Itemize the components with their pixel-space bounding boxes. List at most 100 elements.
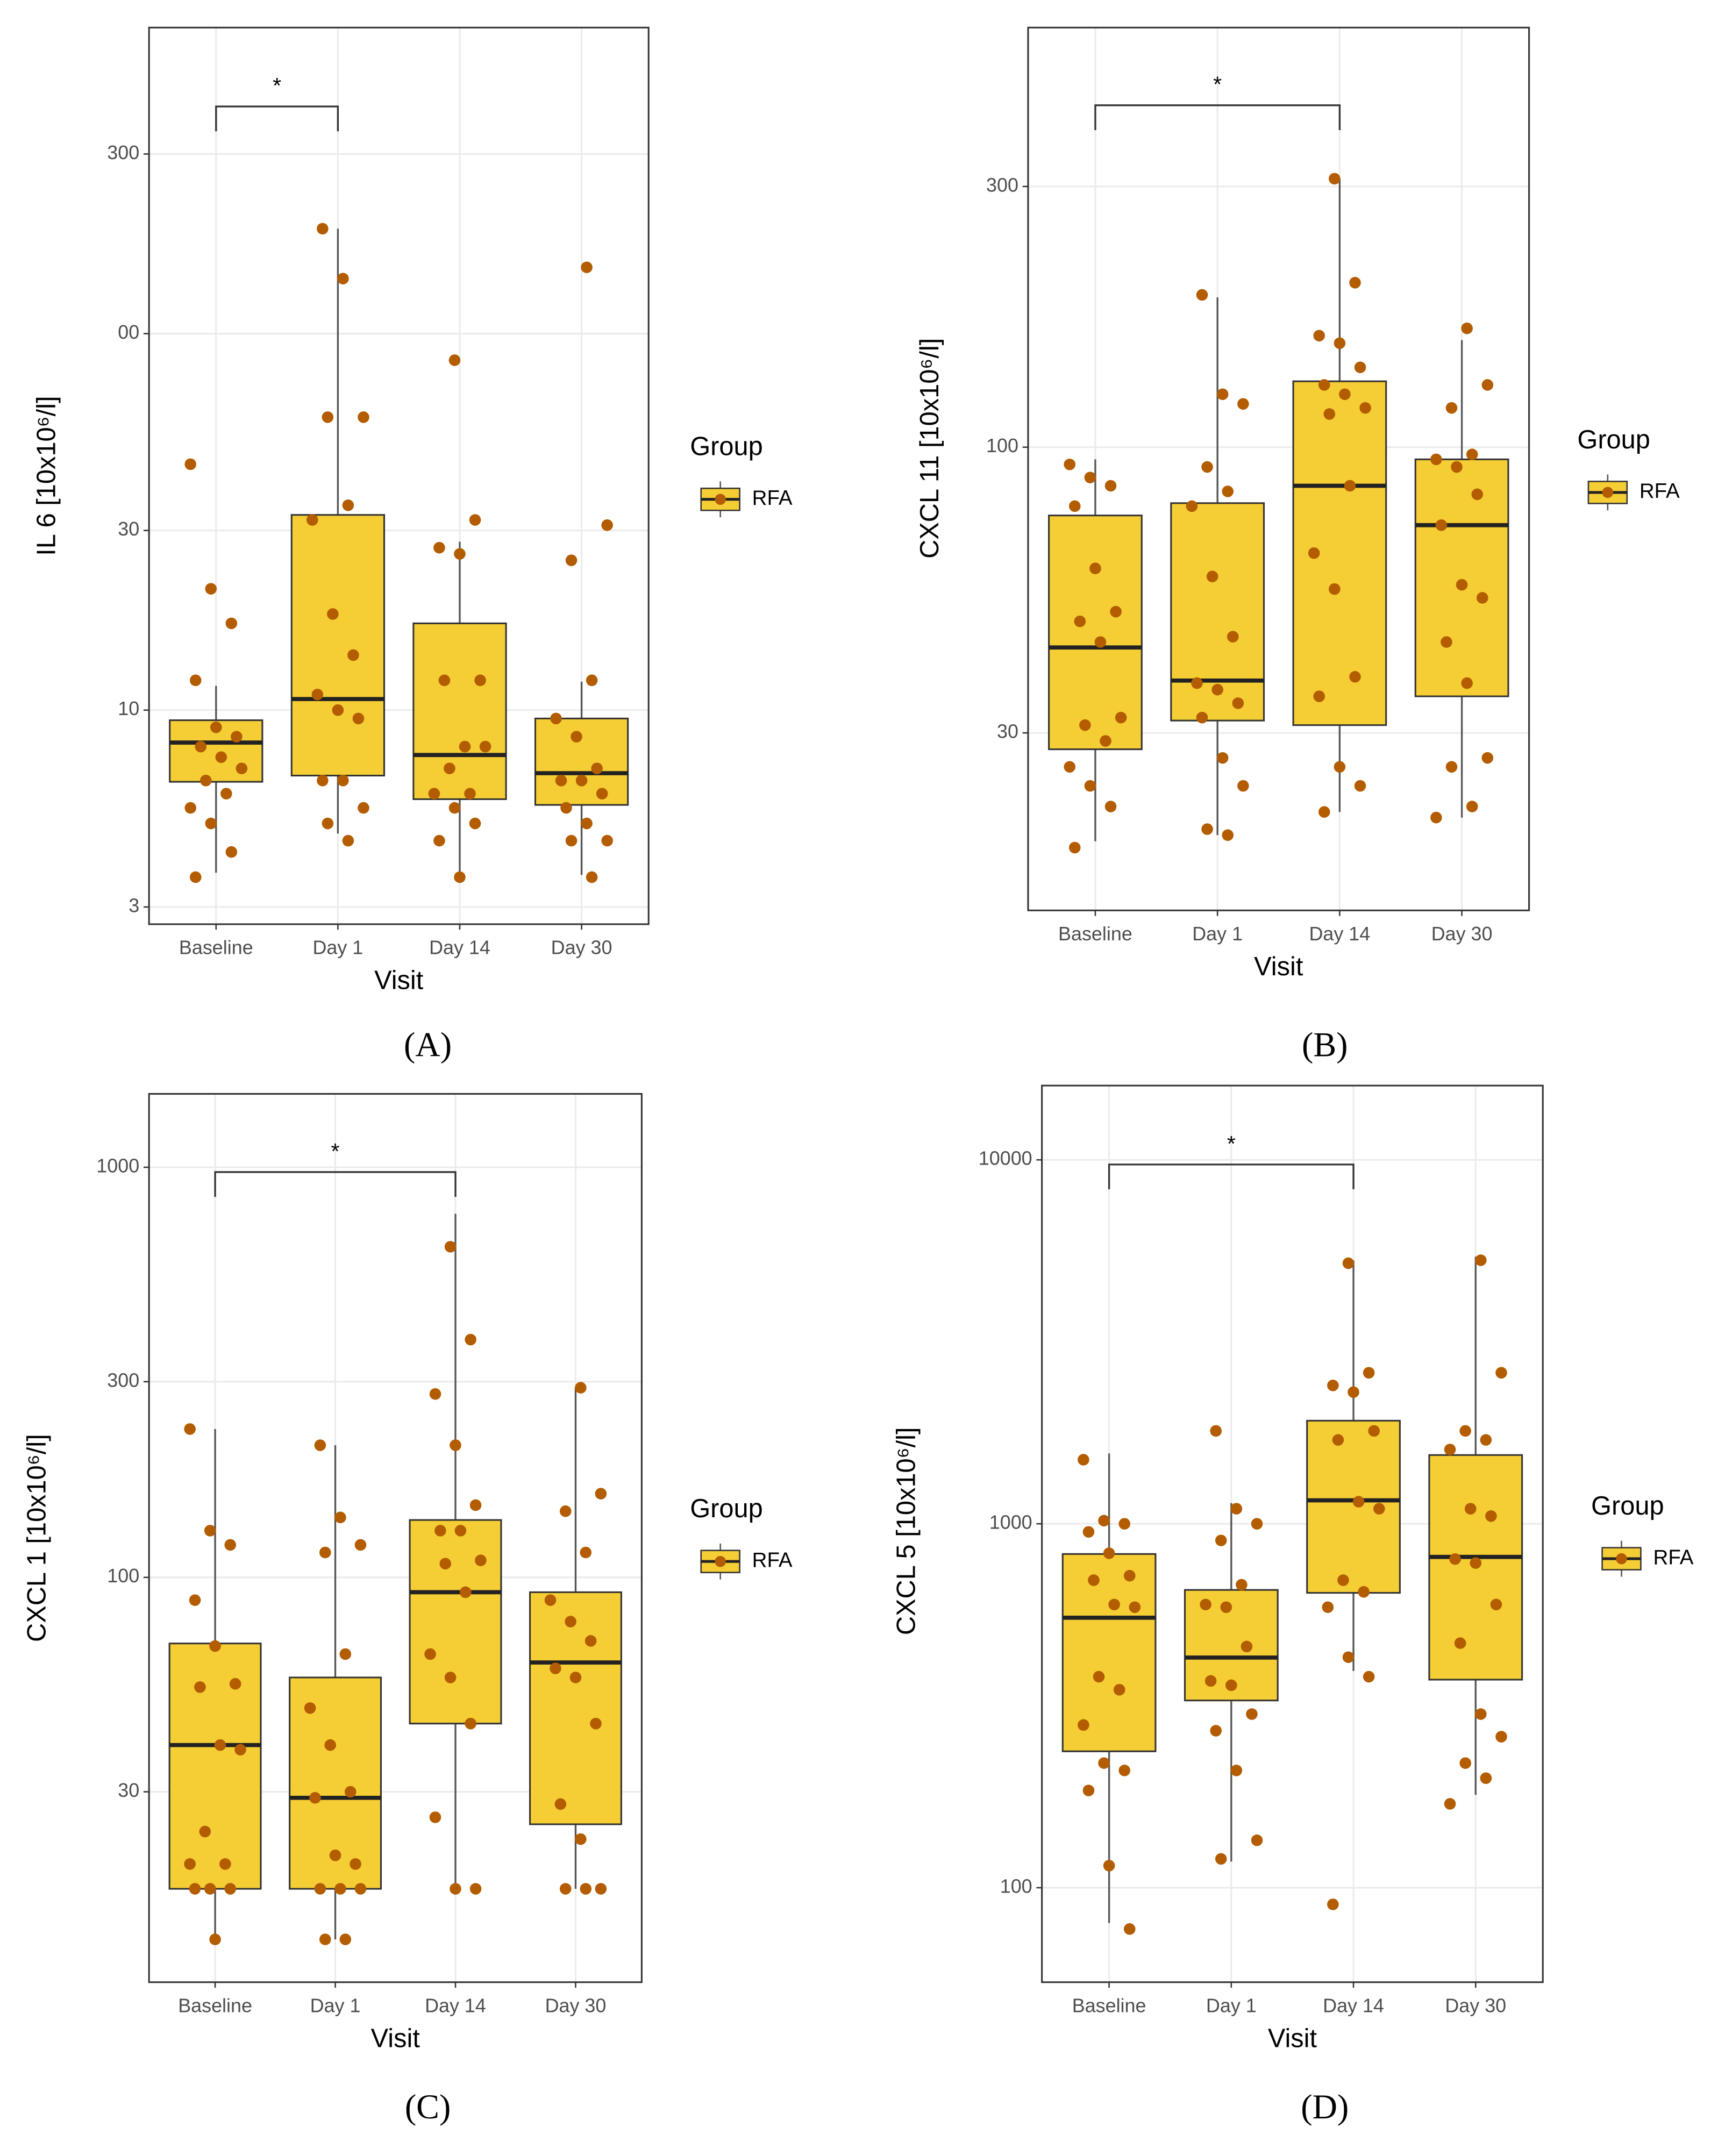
- box: [1061, 1553, 1157, 1752]
- panel: 3 10 30 00 300 Baseline Day 1 Day 14 Day 30 Group…: [32, 26, 793, 1064]
- data-point: [1318, 379, 1330, 391]
- data-point: [1354, 361, 1366, 374]
- data-point: [322, 817, 334, 830]
- data-point: [1078, 1454, 1089, 1466]
- data-point: [1334, 761, 1346, 773]
- data-point: [306, 514, 318, 526]
- data-point: [194, 1681, 206, 1693]
- data-point: [358, 802, 369, 814]
- x-tick-label: Day 14: [425, 1994, 486, 2016]
- data-point: [1204, 1675, 1217, 1687]
- panel: 100 1000 10000 Baseline Day 1 Day 14 Day 30 Gro…: [892, 1084, 1694, 2126]
- data-point: [1237, 780, 1249, 792]
- data-point: [1232, 697, 1244, 709]
- data-point: [1210, 1425, 1222, 1437]
- data-point: [1456, 579, 1468, 591]
- data-point: [1210, 1725, 1222, 1737]
- data-point: [1089, 562, 1101, 574]
- data-point: [424, 1648, 436, 1660]
- y-tick-label: 1000: [989, 1511, 1032, 1533]
- data-point: [601, 519, 613, 531]
- data-point: [434, 1525, 446, 1537]
- data-point: [1094, 636, 1107, 648]
- data-point: [358, 411, 369, 423]
- data-point: [569, 1672, 582, 1683]
- box: [409, 1519, 502, 1725]
- data-point: [450, 1439, 461, 1451]
- data-point: [580, 1546, 592, 1559]
- data-point: [224, 1539, 237, 1551]
- data-point: [1230, 1765, 1243, 1776]
- data-point: [337, 273, 349, 284]
- data-point: [1241, 1640, 1253, 1653]
- data-point: [454, 1525, 467, 1537]
- data-point: [1215, 1534, 1227, 1546]
- data-point: [1200, 1598, 1211, 1611]
- data-point: [354, 1883, 367, 1895]
- data-point: [224, 1883, 237, 1895]
- data-point: [428, 788, 440, 799]
- box: [1292, 380, 1387, 726]
- legend-key-point: [1602, 487, 1614, 498]
- plot-border: [1041, 1084, 1544, 1983]
- y-axis-label: CXCL 1 [10x10⁶/l]: [23, 1434, 52, 1642]
- panel-label: (B): [1302, 1026, 1348, 1064]
- data-point: [1113, 1683, 1125, 1696]
- plot-border: [148, 26, 650, 925]
- x-tick-label: Day 14: [429, 937, 490, 959]
- plot-border: [148, 1093, 643, 1983]
- data-point: [439, 1558, 452, 1570]
- data-point: [344, 1786, 357, 1798]
- data-point: [205, 817, 217, 830]
- y-tick-label: 300: [986, 174, 1018, 196]
- y-tick-label: 30: [997, 720, 1018, 743]
- data-point: [195, 740, 207, 753]
- data-point: [184, 458, 196, 470]
- box: [534, 717, 629, 806]
- data-point: [354, 1539, 367, 1551]
- data-point: [317, 774, 329, 787]
- data-point: [1088, 1574, 1100, 1586]
- data-point: [565, 554, 578, 566]
- data-point: [1430, 453, 1442, 466]
- x-tick-label: Baseline: [1058, 923, 1132, 945]
- data-point: [1464, 1503, 1477, 1515]
- data-point: [1098, 1515, 1110, 1527]
- data-point: [1313, 690, 1325, 702]
- data-point: [469, 514, 481, 526]
- y-tick-label: 300: [107, 141, 139, 163]
- data-point: [1445, 402, 1458, 414]
- data-point: [234, 1744, 246, 1756]
- data-point: [1323, 408, 1336, 420]
- x-tick-label: Day 14: [1323, 1994, 1384, 2016]
- y-tick-label: 30: [118, 518, 139, 540]
- data-point: [209, 1933, 221, 1945]
- data-point: [189, 871, 202, 883]
- data-point: [1449, 1553, 1461, 1565]
- significance-bracket: [214, 1171, 457, 1197]
- y-tick-label: 100: [986, 434, 1018, 456]
- data-point: [324, 1739, 336, 1751]
- data-point: [1363, 1367, 1375, 1379]
- x-tick-label: Day 1: [1192, 923, 1243, 945]
- data-point: [184, 1858, 196, 1870]
- data-point: [450, 1883, 461, 1895]
- data-point: [586, 674, 598, 687]
- significance-bracket: [1108, 1163, 1355, 1190]
- data-point: [469, 817, 481, 830]
- data-point: [1466, 448, 1478, 460]
- data-point: [220, 788, 232, 799]
- data-point: [1329, 173, 1341, 185]
- data-point: [309, 1792, 321, 1804]
- data-point: [199, 774, 212, 787]
- legend-label: RFA: [752, 487, 793, 510]
- data-point: [1430, 811, 1442, 824]
- data-point: [329, 1849, 341, 1861]
- significance-bracket: [1094, 104, 1341, 130]
- data-point: [314, 1439, 326, 1451]
- data-point: [444, 1241, 457, 1253]
- data-point: [1435, 519, 1448, 531]
- data-point: [554, 1798, 567, 1810]
- data-point: [1454, 1637, 1466, 1649]
